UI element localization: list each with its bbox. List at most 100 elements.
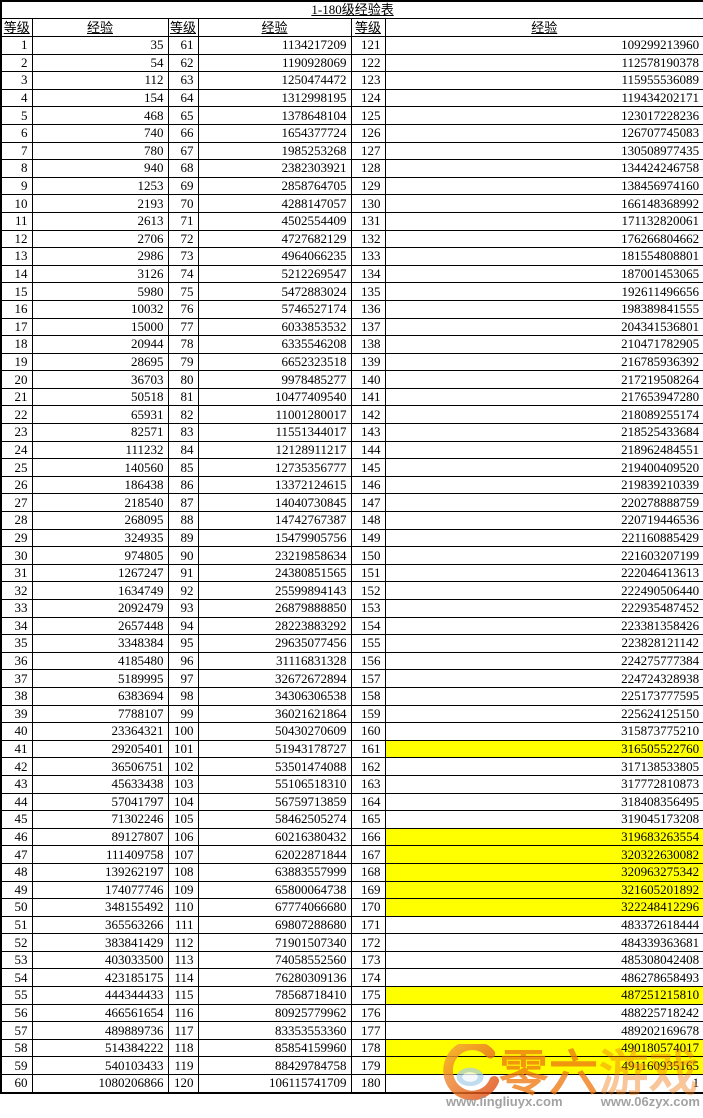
level-cell: 76	[167, 299, 199, 319]
level-cell: 154	[350, 616, 386, 636]
level-cell: 50	[0, 898, 33, 917]
exp-cell: 222490506440	[384, 581, 703, 600]
exp-cell: 490180574017	[384, 1038, 703, 1058]
table-row: 60 1080206866 120 106115741709 180 1	[0, 1074, 703, 1094]
exp-cell: 29205401	[31, 739, 169, 759]
exp-cell: 31116831328	[197, 651, 352, 671]
level-cell: 157	[350, 669, 386, 688]
exp-cell: 51943178727	[197, 739, 352, 759]
exp-cell: 109299213960	[384, 36, 703, 55]
exp-cell: 71302246	[31, 810, 169, 829]
watermark-url-left: www.lingliuyx.com	[446, 1094, 563, 1109]
exp-cell: 488225718242	[384, 1003, 703, 1023]
table-row: 37 5189995 97 32672672894 157 224724328938	[0, 669, 703, 688]
table-row: 36 4185480 96 31116831328 156 224275777384	[0, 651, 703, 671]
level-cell: 49	[0, 880, 33, 900]
level-cell: 95	[167, 634, 199, 653]
exp-cell: 1267247	[31, 563, 169, 583]
level-cell: 46	[0, 827, 33, 847]
exp-cell: 484339363681	[384, 933, 703, 952]
exp-cell: 223381358426	[384, 616, 703, 636]
level-cell: 107	[167, 845, 199, 864]
table-row: 55 444344433 115 78568718410 175 487251215810	[0, 986, 703, 1005]
exp-cell: 112	[31, 71, 169, 90]
exp-cell: 6383694	[31, 686, 169, 706]
table-row: 23 82571 83 11551344017 143 218525433684	[0, 423, 703, 442]
level-cell: 177	[350, 1021, 386, 1040]
exp-cell: 974805	[31, 546, 169, 565]
exp-cell: 219400409520	[384, 458, 703, 477]
table-row: 9 1253 69 2858764705 129 138456974160	[0, 176, 703, 196]
exp-cell: 444344433	[31, 986, 169, 1005]
exp-cell: 5189995	[31, 669, 169, 688]
level-cell: 90	[167, 546, 199, 565]
level-cell: 23	[0, 423, 33, 442]
exp-cell: 318408356495	[384, 792, 703, 812]
exp-cell: 29635077456	[197, 634, 352, 653]
table-row: 33 2092479 93 26879888850 153 222935487452	[0, 599, 703, 618]
exp-cell: 320963275342	[384, 862, 703, 882]
exp-cell: 187001453065	[384, 264, 703, 284]
table-row: 2 54 62 1190928069 122 112578190378	[0, 53, 703, 73]
level-cell: 4	[0, 88, 33, 108]
level-cell: 139	[350, 352, 386, 372]
exp-cell: 186438	[31, 475, 169, 495]
level-cell: 159	[350, 704, 386, 724]
exp-cell: 6335546208	[197, 335, 352, 354]
exp-cell: 2986	[31, 247, 169, 266]
level-cell: 62	[167, 53, 199, 73]
exp-cell: 1253	[31, 176, 169, 196]
exp-cell: 1378648104	[197, 106, 352, 125]
level-cell: 47	[0, 845, 33, 864]
exp-cell: 71901507340	[197, 933, 352, 952]
exp-cell: 10477409540	[197, 387, 352, 407]
level-cell: 173	[350, 950, 386, 970]
exp-cell: 192611496656	[384, 282, 703, 301]
exp-cell: 28695	[31, 352, 169, 372]
level-cell: 153	[350, 599, 386, 618]
exp-cell: 126707745083	[384, 123, 703, 143]
level-cell: 122	[350, 53, 386, 73]
level-cell: 175	[350, 986, 386, 1005]
exp-cell: 485308042408	[384, 950, 703, 970]
level-cell: 118	[167, 1038, 199, 1058]
level-cell: 64	[167, 88, 199, 108]
exp-cell: 25599894143	[197, 581, 352, 600]
level-cell: 144	[350, 440, 386, 460]
level-cell: 66	[167, 123, 199, 143]
exp-cell: 10032	[31, 299, 169, 319]
exp-cell: 60216380432	[197, 827, 352, 847]
exp-cell: 1985253268	[197, 141, 352, 161]
level-cell: 114	[167, 968, 199, 988]
exp-cell: 324935	[31, 528, 169, 548]
level-cell: 169	[350, 880, 386, 900]
exp-cell: 225173777595	[384, 686, 703, 706]
exp-cell: 4502554409	[197, 211, 352, 231]
level-cell: 22	[0, 405, 33, 425]
col-header-level: 等级	[0, 18, 33, 37]
exp-cell: 112578190378	[384, 53, 703, 73]
exp-cell: 174077746	[31, 880, 169, 900]
exp-cell: 76280309136	[197, 968, 352, 988]
level-cell: 35	[0, 634, 33, 653]
exp-cell: 11551344017	[197, 423, 352, 442]
level-cell: 20	[0, 370, 33, 389]
level-cell: 120	[167, 1074, 199, 1094]
exp-cell: 1190928069	[197, 53, 352, 73]
level-cell: 56	[0, 1003, 33, 1023]
exp-cell: 54	[31, 53, 169, 73]
exp-cell: 9978485277	[197, 370, 352, 389]
level-cell: 117	[167, 1021, 199, 1040]
exp-cell: 89127807	[31, 827, 169, 847]
level-cell: 7	[0, 141, 33, 161]
table-row: 34 2657448 94 28223883292 154 223381358426	[0, 616, 703, 636]
table-row: 43 45633438 103 55106518310 163 317772810873	[0, 774, 703, 794]
level-cell: 59	[0, 1056, 33, 1076]
exp-cell: 24380851565	[197, 563, 352, 583]
exp-cell: 115955536089	[384, 71, 703, 90]
exp-cell: 85854159960	[197, 1038, 352, 1058]
exp-cell: 210471782905	[384, 335, 703, 354]
level-cell: 166	[350, 827, 386, 847]
level-cell: 179	[350, 1056, 386, 1076]
level-cell: 121	[350, 36, 386, 55]
